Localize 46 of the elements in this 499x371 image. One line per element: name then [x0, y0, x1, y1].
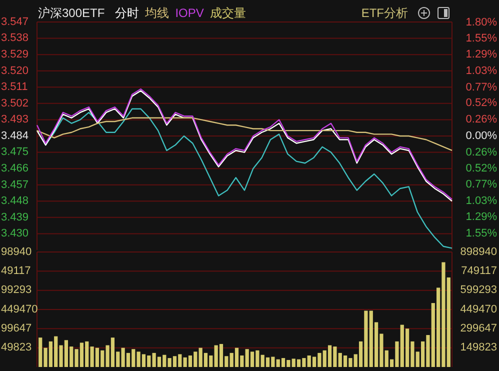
y2-tick-label: 0.52% [466, 97, 498, 110]
y-tick-label: 3.529 [1, 48, 29, 60]
y2-tick-label: 1.29% [466, 211, 498, 224]
y-tick-label: 3.457 [1, 178, 29, 191]
y-tick-label: 449470 [460, 303, 497, 316]
y-tick-label: 3.493 [1, 114, 29, 126]
y-tick-label: 3.430 [1, 228, 29, 240]
y2-tick-label: 0.26% [466, 146, 498, 158]
y-tick-label: 749117 [461, 265, 497, 278]
y2-tick-label: 1.55% [466, 228, 498, 240]
y2-tick-label: 0.52% [466, 162, 498, 175]
y-tick-label: 3.475 [1, 146, 29, 158]
y2-tick-label: 1.80% [466, 16, 498, 29]
y-tick-label: 149823 [460, 342, 497, 354]
text: ETF分析 [361, 6, 408, 20]
y-tick-label: 299647 [460, 322, 497, 335]
text: IOPV [175, 6, 204, 20]
y2-tick-label: 0.77% [466, 178, 498, 190]
y2-tick-label: 1.03% [466, 194, 498, 207]
y2-tick-label: 0.00% [466, 130, 498, 142]
text: 均线 [144, 6, 170, 20]
text: 99647 [1, 322, 32, 335]
y-tick-label: 3.466 [1, 162, 29, 174]
y-tick-label: 898940 [460, 246, 497, 258]
line-series [36, 117, 453, 152]
chart-title: 沪深300ETF [38, 6, 105, 20]
text: 49823 [1, 342, 32, 354]
y-tick-label: 3.547 [1, 16, 29, 28]
text: 49117 [1, 265, 31, 278]
y-tick-label: 3.439 [1, 211, 29, 224]
y2-tick-label: 1.55% [466, 32, 498, 44]
y2-tick-label: 0.77% [466, 81, 498, 94]
y-tick-label: 3.520 [1, 64, 29, 77]
y-tick-label: 3.538 [1, 32, 29, 44]
y-tick-label: 3.484 [1, 130, 29, 142]
text: 成交量 [210, 6, 246, 20]
text: 99293 [1, 284, 32, 296]
y2-tick-label: 0.26% [466, 114, 498, 126]
y2-tick-label: 1.29% [466, 48, 498, 61]
y2-tick-label: 1.03% [466, 65, 498, 78]
y-tick-label: 599293 [460, 284, 497, 296]
y-tick-label: 3.502 [1, 97, 29, 110]
y-tick-label: 3.511 [1, 81, 28, 94]
y-tick-label: 3.448 [1, 195, 29, 208]
text: 98940 [1, 246, 32, 258]
text: 分时 [115, 6, 140, 20]
